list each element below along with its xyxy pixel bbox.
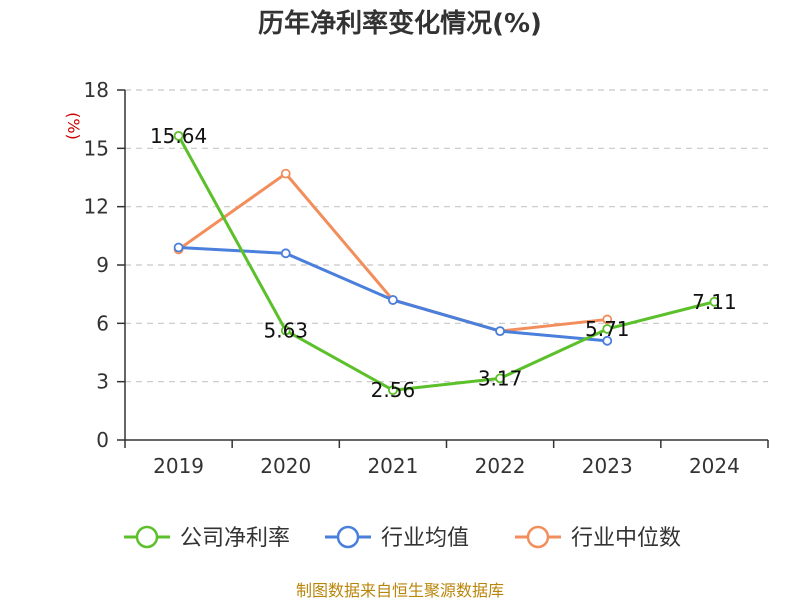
- legend-item[interactable]: 行业均值: [325, 525, 469, 551]
- legend-marker: [135, 525, 159, 549]
- y-tick-label: 12: [84, 195, 109, 219]
- y-tick-label: 3: [96, 370, 109, 394]
- data-label: 5.63: [263, 319, 308, 343]
- data-label: 7.11: [692, 290, 737, 314]
- legend-item[interactable]: 公司净利率: [124, 525, 290, 551]
- data-point[interactable]: [388, 385, 398, 396]
- legend[interactable]: 公司净利率 行业均值 行业中位数: [124, 525, 681, 551]
- data-point[interactable]: [602, 324, 613, 334]
- source-note: 制图数据来自恒生聚源数据库: [296, 581, 504, 600]
- y-tick-label: 18: [84, 78, 109, 102]
- data-point[interactable]: [495, 373, 505, 384]
- legend-item[interactable]: 行业中位数: [515, 525, 681, 551]
- y-tick-label: 6: [96, 311, 109, 335]
- data-label: 5.71: [585, 317, 630, 341]
- legend-label: 行业中位数: [571, 526, 681, 551]
- legend-label: 行业均值: [381, 526, 469, 551]
- data-point[interactable]: [495, 326, 505, 337]
- chart-title: 历年净利率变化情况(%): [258, 8, 542, 39]
- legend-marker: [336, 525, 360, 549]
- y-tick-label: 0: [96, 428, 109, 452]
- x-tick-label: 2021: [367, 454, 418, 478]
- x-tick-label: 2019: [153, 454, 204, 478]
- legend-marker: [526, 525, 550, 549]
- data-label: 2.56: [371, 378, 416, 402]
- legend-label: 公司净利率: [180, 526, 290, 551]
- x-tick-label: 2022: [475, 454, 526, 478]
- y-axis-unit: (%): [64, 112, 83, 140]
- data-point[interactable]: [280, 168, 291, 179]
- x-tick-label: 2023: [582, 454, 633, 478]
- data-point[interactable]: [173, 130, 184, 141]
- axes: 0 3 6 9 12 15 18 2019 2020 2021 2022 2023 2024: [84, 78, 769, 478]
- series-line: [177, 135, 715, 392]
- data-labels: 15.64 5.63 2.56 3.17 5.71 7.11: [150, 124, 737, 402]
- data-point[interactable]: [602, 335, 613, 346]
- x-tick-label: 2020: [260, 454, 311, 478]
- data-point[interactable]: [602, 314, 613, 325]
- data-point[interactable]: [280, 325, 291, 336]
- data-label: 3.17: [478, 366, 523, 390]
- data-point[interactable]: [709, 296, 720, 307]
- data-point[interactable]: [388, 295, 398, 305]
- data-label: 15.64: [150, 124, 207, 148]
- data-point[interactable]: [173, 242, 184, 253]
- x-tick-label: 2024: [689, 454, 740, 478]
- y-tick-label: 9: [96, 253, 109, 277]
- series-lines: [173, 130, 720, 396]
- data-point[interactable]: [280, 248, 291, 259]
- y-tick-label: 15: [84, 136, 109, 160]
- grid-lines: [125, 89, 768, 383]
